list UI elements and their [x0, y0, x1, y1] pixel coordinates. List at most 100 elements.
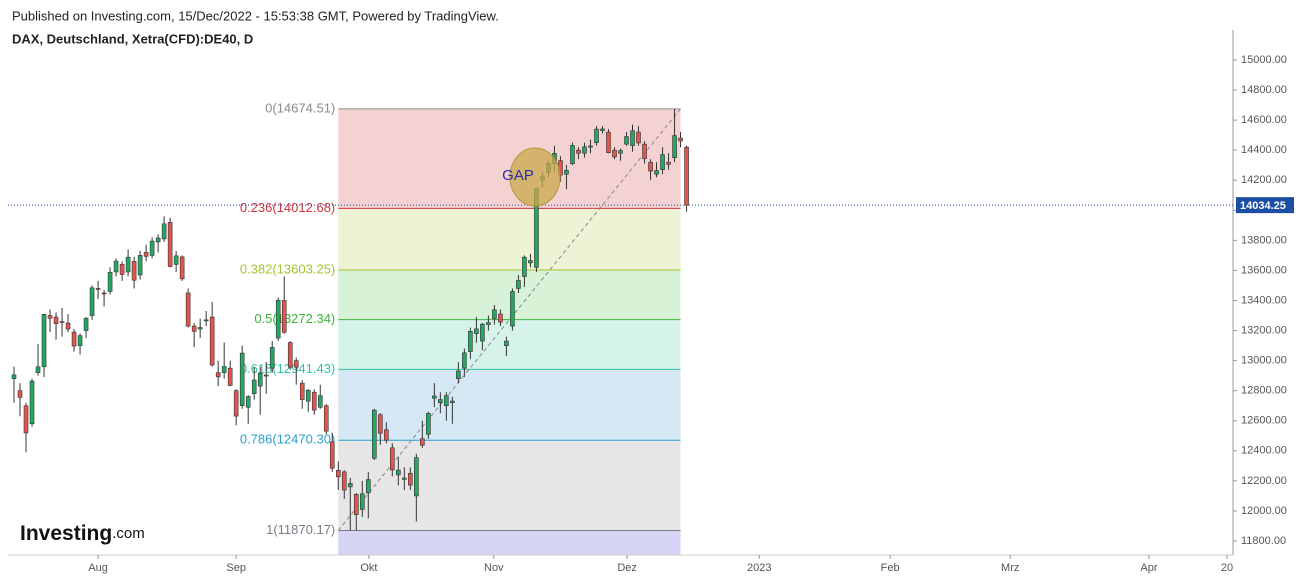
candle-body: [23, 405, 29, 434]
fib-label: 0.786(12470.30): [240, 432, 335, 447]
logo: Investing.com: [20, 522, 145, 545]
candle-body: [317, 395, 323, 408]
y-tick-label: 13200.00: [1241, 324, 1287, 336]
fib-label: 0.382(13603.25): [240, 261, 335, 276]
candle-body: [143, 252, 149, 257]
candle-body: [101, 292, 107, 295]
candle-body: [359, 493, 365, 510]
y-tick-label: 14600.00: [1241, 114, 1287, 126]
gap-highlight: [509, 147, 561, 207]
y-tick-label: 13000.00: [1241, 355, 1287, 367]
candle-body: [492, 309, 497, 319]
candle-body: [414, 457, 419, 497]
fib-label: 0.236(14012.68): [240, 200, 335, 215]
fib-label: 0.618(12941.43): [240, 361, 335, 376]
x-tick-label: Dez: [617, 562, 637, 574]
candle-body: [408, 473, 413, 486]
candle-body: [594, 128, 599, 143]
candle-body: [287, 342, 293, 368]
fib-band: [338, 369, 681, 441]
candle-body: [678, 137, 683, 142]
candle-body: [251, 379, 257, 394]
candle-body: [239, 352, 245, 407]
candle-body: [420, 438, 425, 446]
candle-body: [588, 145, 593, 148]
candle-body: [384, 429, 389, 441]
candle-body: [215, 372, 221, 378]
fib-band: [338, 440, 681, 531]
candle-body: [137, 255, 143, 276]
candle-body: [516, 280, 521, 289]
candle-body: [305, 389, 311, 402]
candle-body: [71, 331, 77, 347]
y-tick-label: 14200.00: [1241, 174, 1287, 186]
candle-body: [564, 170, 569, 175]
candle-body: [191, 325, 197, 332]
candle-body: [29, 380, 35, 425]
candle-body: [606, 131, 611, 154]
candle-body: [17, 390, 23, 398]
y-tick-label: 13400.00: [1241, 294, 1287, 306]
candle-body: [450, 400, 455, 404]
candle-body: [269, 347, 275, 369]
candle-body: [77, 335, 83, 346]
candle-body: [480, 323, 485, 342]
candle-body: [630, 130, 635, 146]
x-tick-label: Aug: [88, 562, 108, 574]
candle-body: [426, 413, 431, 435]
candle-body: [323, 405, 329, 432]
y-tick-label: 11800.00: [1241, 535, 1286, 547]
fib-band: [338, 269, 681, 320]
candle-body: [624, 136, 629, 145]
candle-body: [107, 272, 113, 292]
candle-body: [59, 321, 65, 323]
candle-body: [95, 288, 101, 290]
candle-body: [299, 382, 305, 400]
logo-suffix: .com: [112, 525, 145, 542]
candle-body: [89, 287, 95, 316]
candle-body: [263, 374, 269, 377]
candle-body: [329, 441, 335, 469]
published-note: Published on Investing.com, 15/Dec/2022 …: [12, 8, 499, 23]
candle-body: [660, 154, 665, 171]
candle-body: [570, 145, 575, 164]
candle-body: [444, 395, 449, 407]
candle-body: [636, 131, 641, 144]
y-tick-label: 13800.00: [1241, 234, 1287, 246]
candle-body: [221, 366, 227, 373]
fib-label: 1(11870.17): [266, 522, 335, 537]
candle-body: [311, 391, 317, 411]
annotation: GAP: [502, 167, 534, 184]
candle-body: [83, 317, 89, 331]
candle-body: [528, 260, 533, 264]
candle-body: [582, 146, 587, 154]
candle-body: [65, 322, 71, 330]
candle-body: [125, 256, 131, 273]
candle-body: [227, 367, 233, 386]
candle-body: [353, 494, 359, 515]
symbol-title: DAX, Deutschland, Xetra(CFD):DE40, D: [12, 31, 253, 46]
candle-body: [167, 222, 173, 267]
x-tick-label: Mrz: [1001, 562, 1019, 574]
candle-body: [600, 128, 605, 131]
candle-body: [576, 149, 581, 154]
fib-band: [338, 208, 681, 270]
candle-body: [642, 143, 647, 160]
y-tick-label: 12600.00: [1241, 415, 1287, 427]
x-tick-label: Feb: [881, 562, 900, 574]
candle-body: [402, 477, 407, 480]
candle-body: [293, 360, 299, 368]
candle-body: [684, 146, 689, 206]
x-tick-label: 2023: [747, 562, 771, 574]
y-tick-label: 14800.00: [1241, 84, 1287, 96]
fib-band: [338, 530, 681, 555]
candle-body: [612, 149, 617, 158]
candle-body: [432, 395, 437, 399]
candle-body: [155, 237, 161, 243]
y-tick-label: 15000.00: [1241, 54, 1287, 66]
last-price-label: 14034.25: [1240, 200, 1286, 212]
x-tick-label: Apr: [1140, 562, 1157, 574]
y-tick-label: 12200.00: [1241, 475, 1287, 487]
candle-body: [618, 150, 623, 154]
